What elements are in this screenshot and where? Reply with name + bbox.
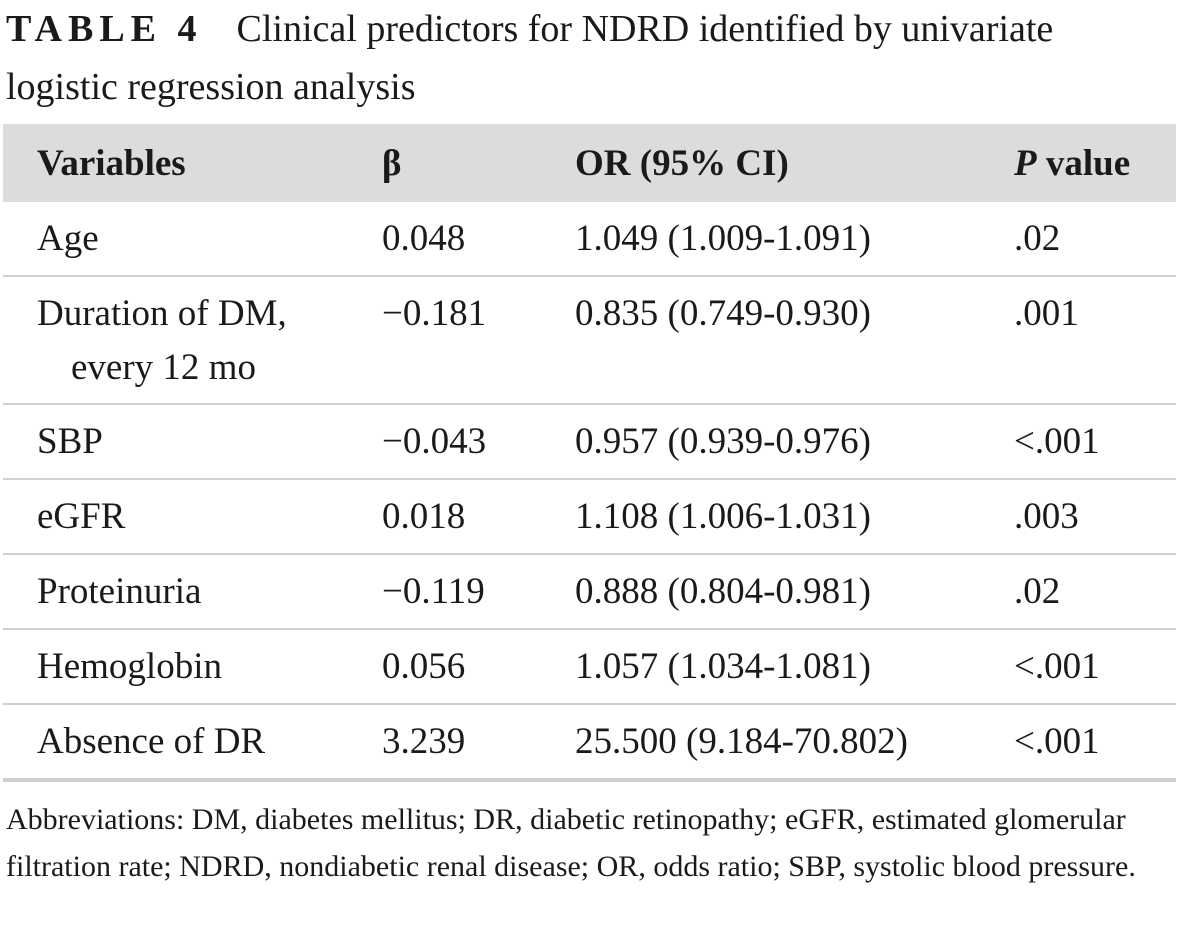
table-row: Proteinuria −0.119 0.888 (0.804-0.981) .… <box>3 553 1176 629</box>
variable-name: Proteinuria <box>37 571 202 612</box>
cell-p: <.001 <box>1014 703 1176 782</box>
cell-variable: eGFR <box>3 478 382 554</box>
cell-variable: Age <box>3 202 382 276</box>
header-row: Variables β OR (95% CI) P value <box>3 124 1176 202</box>
variable-name: eGFR <box>37 496 126 537</box>
cell-p: .02 <box>1014 553 1176 629</box>
cell-beta: −0.043 <box>382 403 575 479</box>
cell-p: .02 <box>1014 218 1061 259</box>
cell-p: .001 <box>1014 275 1176 404</box>
cell-or: 0.888 (0.804-0.981) <box>575 553 1014 629</box>
cell-or: 0.957 (0.939-0.976) <box>575 403 1014 479</box>
variable-name: Age <box>37 218 99 259</box>
cell-variable: Absence of DR <box>3 703 382 782</box>
header-or: OR (95% CI) <box>575 142 789 184</box>
table-caption: TABLE 4 Clinical predictors for NDRD iden… <box>6 0 1171 116</box>
table-label: TABLE 4 <box>6 8 203 50</box>
table-title: Clinical predictors for NDRD identified … <box>6 8 1054 108</box>
header-p-rest: value <box>1036 142 1131 184</box>
header-beta: β <box>382 142 402 184</box>
cell-or: 1.108 (1.006-1.031) <box>575 478 1014 554</box>
variable-name: Duration of DM, <box>37 293 287 334</box>
cell-beta: 0.056 <box>382 628 575 704</box>
cell-p: <.001 <box>1014 628 1176 704</box>
header-p-italic: P <box>1014 142 1037 184</box>
cell-variable: Duration of DM, every 12 mo <box>3 275 382 404</box>
variable-name-continuation: every 12 mo <box>71 347 256 388</box>
cell-beta: −0.119 <box>382 553 575 629</box>
cell-p: <.001 <box>1014 403 1176 479</box>
cell-beta: 3.239 <box>382 703 575 782</box>
cell-or: 1.057 (1.034-1.081) <box>575 628 1014 704</box>
header-p-value: P value <box>1014 124 1176 202</box>
cell-or: 25.500 (9.184-70.802) <box>575 703 1014 782</box>
table-row: Hemoglobin 0.056 1.057 (1.034-1.081) <.0… <box>3 628 1176 704</box>
variable-name: SBP <box>37 421 103 462</box>
table-row: Duration of DM, every 12 mo −0.181 0.835 … <box>3 275 1176 404</box>
table-row: SBP −0.043 0.957 (0.939-0.976) <.001 <box>3 403 1176 479</box>
cell-variable: SBP <box>3 403 382 479</box>
cell-variable: Proteinuria <box>3 553 382 629</box>
cell-beta: 0.018 <box>382 478 575 554</box>
variable-name: Absence of DR <box>37 721 266 762</box>
cell-or: 1.049 (1.009-1.091) <box>575 218 871 259</box>
cell-or: 0.835 (0.749-0.930) <box>575 275 1014 404</box>
cell-variable: Hemoglobin <box>3 628 382 704</box>
cell-p: .003 <box>1014 478 1176 554</box>
header-variables: Variables <box>37 142 186 184</box>
table-row: Absence of DR 3.239 25.500 (9.184-70.802… <box>3 703 1176 782</box>
table-row: eGFR 0.018 1.108 (1.006-1.031) .003 <box>3 478 1176 554</box>
table-footnote: Abbreviations: DM, diabetes mellitus; DR… <box>6 803 1136 883</box>
table-row: Age 0.048 1.049 (1.009-1.091) .02 <box>3 202 1176 276</box>
regression-table: Variables β OR (95% CI) P value Age 0.04… <box>3 124 1176 782</box>
cell-beta: −0.181 <box>382 275 575 404</box>
variable-name: Hemoglobin <box>37 646 222 687</box>
cell-beta: 0.048 <box>382 218 466 259</box>
